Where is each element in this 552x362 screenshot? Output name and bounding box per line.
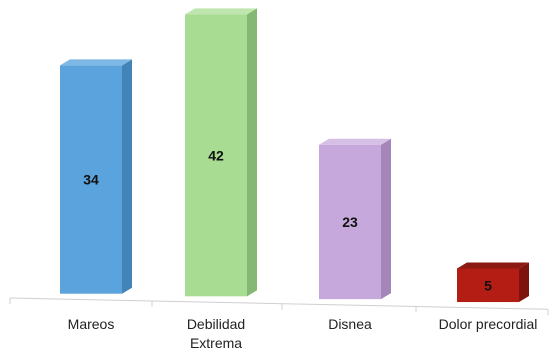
category-label: Disnea <box>328 316 372 332</box>
bar-side <box>519 262 529 303</box>
bar-top <box>185 8 257 15</box>
bar-front <box>319 144 381 300</box>
bar-side <box>247 8 257 297</box>
bar-front <box>185 14 247 297</box>
category-label: Debilidad Extrema <box>187 316 245 351</box>
bar-front <box>60 65 122 294</box>
x-axis-line <box>9 297 549 310</box>
bar-2 <box>185 8 257 297</box>
labels: 34 Mareos 42 Debilidad Extrema 23 Disnea 5 Dolor… <box>68 147 538 351</box>
bar-side <box>122 59 132 294</box>
data-label: 23 <box>342 214 358 230</box>
category-label-line: Mareos <box>68 316 115 332</box>
bar-side <box>381 138 391 300</box>
data-label: 42 <box>208 147 224 163</box>
bar-3 <box>319 138 391 300</box>
category-label-line: Dolor precordial <box>439 316 538 332</box>
category-label-line: Disnea <box>328 316 372 332</box>
data-label: 34 <box>83 172 99 188</box>
bars <box>60 8 529 303</box>
data-label: 5 <box>484 277 492 293</box>
bar-top <box>60 59 132 66</box>
bar-front <box>457 268 519 303</box>
category-label: Mareos <box>68 316 115 332</box>
category-label-line: Debilidad <box>187 316 245 332</box>
bar-top <box>319 138 391 145</box>
x-axis <box>9 297 549 316</box>
bar-top <box>457 262 529 269</box>
bar-1 <box>60 59 132 294</box>
category-label-line: Extrema <box>190 335 242 351</box>
category-label: Dolor precordial <box>439 316 538 332</box>
bar-4 <box>457 262 529 303</box>
